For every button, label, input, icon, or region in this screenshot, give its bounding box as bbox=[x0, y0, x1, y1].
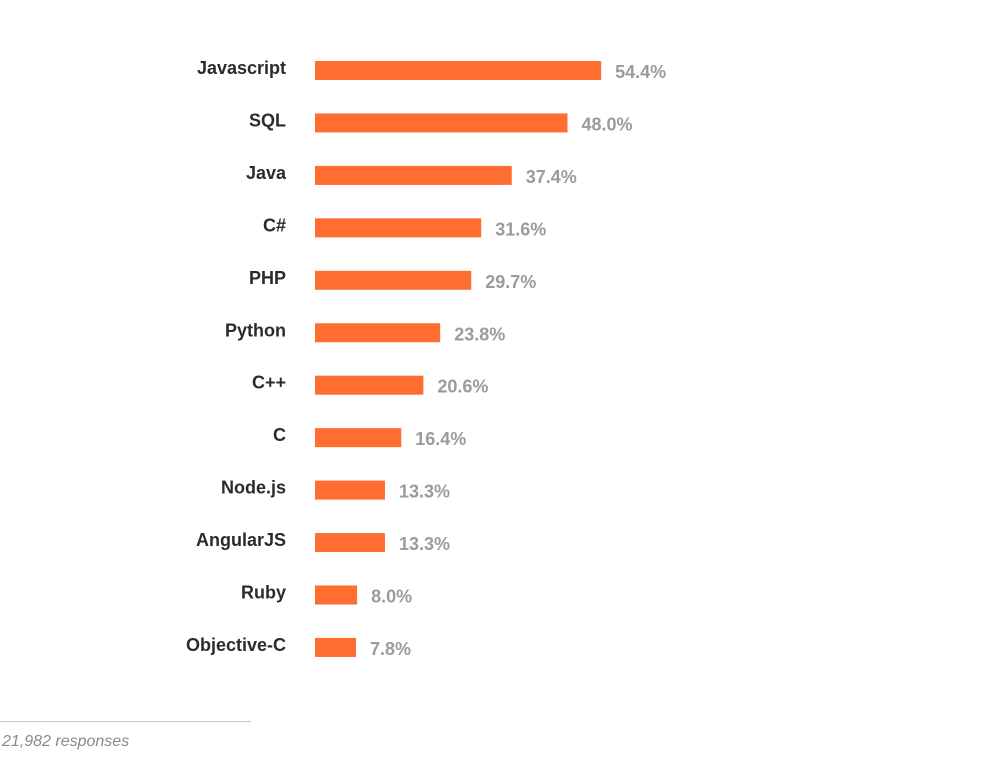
value-label: 13.3% bbox=[399, 534, 450, 554]
value-label: 16.4% bbox=[415, 429, 466, 449]
value-label: 48.0% bbox=[581, 114, 632, 134]
bar-chart: Javascript 54.4% SQL 48.0% Java 37.4% C# 31.6% P… bbox=[186, 58, 666, 659]
category-label: C bbox=[273, 425, 286, 445]
bar bbox=[315, 375, 424, 395]
bar bbox=[315, 165, 512, 185]
category-label: PHP bbox=[249, 268, 286, 288]
value-label: 37.4% bbox=[526, 167, 577, 187]
value-label: 7.8% bbox=[370, 639, 411, 659]
value-label: 8.0% bbox=[371, 587, 412, 607]
category-label: Node.js bbox=[221, 478, 286, 498]
bar bbox=[315, 585, 358, 605]
bar bbox=[315, 428, 402, 448]
value-label: 29.7% bbox=[485, 272, 536, 292]
bar bbox=[315, 61, 602, 80]
bar bbox=[315, 218, 482, 238]
footer-divider bbox=[0, 721, 251, 722]
bar bbox=[315, 270, 472, 290]
response-count: 21,982 responses bbox=[2, 733, 130, 750]
category-label: AngularJS bbox=[196, 530, 286, 550]
bar bbox=[315, 323, 441, 343]
bar bbox=[315, 480, 385, 500]
bar bbox=[315, 637, 357, 657]
category-label: Java bbox=[246, 163, 287, 183]
category-label: C# bbox=[263, 215, 286, 235]
bars-group: Javascript 54.4% SQL 48.0% Java 37.4% C# 31.6% P… bbox=[186, 58, 666, 659]
value-label: 31.6% bbox=[495, 219, 546, 239]
bar bbox=[315, 533, 385, 553]
category-label: Ruby bbox=[241, 583, 286, 603]
value-label: 20.6% bbox=[437, 377, 488, 397]
category-label: C++ bbox=[252, 373, 286, 393]
bar bbox=[315, 113, 568, 133]
category-label: Javascript bbox=[197, 58, 286, 78]
value-label: 23.8% bbox=[454, 324, 505, 344]
category-label: SQL bbox=[249, 110, 286, 130]
category-label: Python bbox=[225, 320, 286, 340]
value-label: 54.4% bbox=[615, 62, 666, 82]
value-label: 13.3% bbox=[399, 482, 450, 502]
category-label: Objective-C bbox=[186, 635, 286, 655]
